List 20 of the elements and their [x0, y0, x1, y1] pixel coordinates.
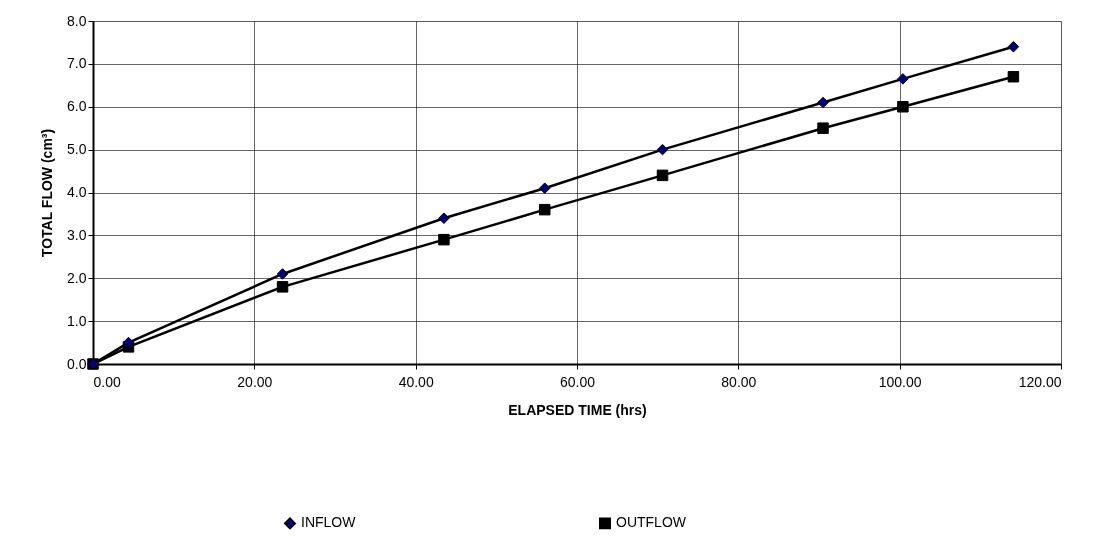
x-tick-label: 60.00 [559, 373, 596, 390]
y-tick-label: 4.0 [67, 184, 87, 200]
y-tick-label: 3.0 [67, 226, 87, 243]
x-tick-label: 20.00 [237, 373, 273, 390]
y-axis-title: TOTAL FLOW (cm³) [39, 128, 56, 258]
x-tick-label: 40.00 [398, 373, 434, 390]
legend-label: OUTFLOW [616, 514, 687, 531]
y-tick-label: 5.0 [67, 141, 87, 158]
y-tick-label: 2.0 [67, 269, 87, 286]
legend-label: INFLOW [301, 514, 357, 531]
y-tick-label: 7.0 [67, 55, 87, 72]
y-tick-label: 0.0 [67, 355, 87, 372]
y-tick-label: 6.0 [67, 98, 87, 115]
y-tick-label: 1.0 [67, 312, 87, 329]
y-tick-label: 8.0 [67, 12, 87, 29]
x-tick-label: 120.00 [1018, 373, 1062, 390]
x-tick-label: 0.00 [93, 373, 121, 390]
x-tick-label: 80.00 [721, 373, 757, 390]
x-axis-title: ELAPSED TIME (hrs) [508, 401, 647, 418]
x-tick-label: 100.00 [878, 373, 922, 390]
